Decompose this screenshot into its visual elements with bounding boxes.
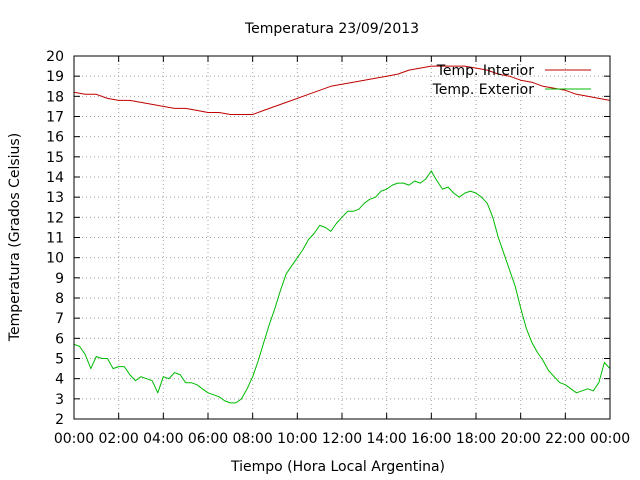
x-tick-label: 08:00 xyxy=(232,431,272,447)
y-tick-label: 16 xyxy=(46,130,64,146)
legend-label: Temp. Exterior xyxy=(432,82,535,98)
y-tick-label: 11 xyxy=(46,231,64,247)
series-line-interior xyxy=(73,65,611,115)
y-tick-label: 13 xyxy=(46,190,64,206)
y-tick-label: 18 xyxy=(46,89,64,105)
x-tick-label: 10:00 xyxy=(277,431,317,447)
x-tick-label: 18:00 xyxy=(456,431,496,447)
x-tick-label: 00:00 xyxy=(590,431,630,447)
x-tick-label: 02:00 xyxy=(98,431,138,447)
y-tick-label: 6 xyxy=(55,331,64,347)
y-tick-label: 8 xyxy=(55,291,64,307)
y-tick-label: 3 xyxy=(55,392,64,408)
x-tick-label: 04:00 xyxy=(143,431,183,447)
legend: Temp. Interior Temp. Exterior xyxy=(432,63,591,98)
series-line-exterior xyxy=(73,170,611,404)
y-tick-label: 12 xyxy=(46,210,64,226)
x-tick-label: 22:00 xyxy=(545,431,585,447)
y-tick-label: 7 xyxy=(55,311,64,327)
legend-label: Temp. Interior xyxy=(436,63,535,79)
x-axis-label: Tiempo (Hora Local Argentina) xyxy=(230,459,445,475)
x-tick-label: 20:00 xyxy=(500,431,540,447)
y-tick-label: 19 xyxy=(46,69,64,85)
y-axis-label: Temperatura (Grados Celsius) xyxy=(7,133,23,342)
x-tick-label: 00:00 xyxy=(54,431,94,447)
y-tick-label: 9 xyxy=(55,271,64,287)
y-tick-label: 14 xyxy=(46,170,64,186)
y-tick-label: 10 xyxy=(46,251,64,267)
x-tick-label: 06:00 xyxy=(188,431,228,447)
y-tick-label: 5 xyxy=(55,352,64,368)
y-tick-label: 20 xyxy=(46,49,64,65)
series-layer xyxy=(73,65,611,404)
y-tick-label: 15 xyxy=(46,150,64,166)
y-tick-label: 2 xyxy=(55,412,64,428)
x-tick-label: 12:00 xyxy=(322,431,362,447)
y-tick-label: 4 xyxy=(55,372,64,388)
y-tick-label: 17 xyxy=(46,110,64,126)
axis-ticks xyxy=(73,55,611,420)
chart-title: Temperatura 23/09/2013 xyxy=(244,21,419,37)
x-tick-label: 14:00 xyxy=(366,431,406,447)
x-tick-label: 16:00 xyxy=(411,431,451,447)
